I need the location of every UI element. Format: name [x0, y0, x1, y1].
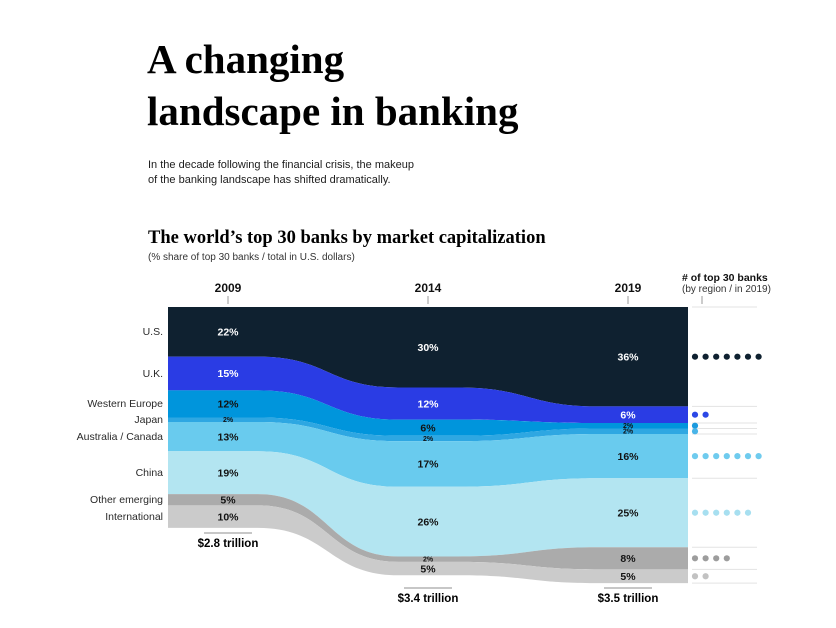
region-label-u-k: U.K. — [142, 367, 163, 380]
bank-count-dot-china — [744, 509, 752, 516]
main-title-line-2: landscape in banking — [147, 88, 519, 134]
percent-label-japan-2014: 2% — [423, 436, 434, 443]
bank-count-dot-china — [734, 509, 741, 516]
percent-label-international-2014: 5% — [420, 563, 436, 575]
bank-count-dot-u-s — [744, 353, 752, 360]
band-other-emerging — [168, 494, 688, 570]
total-label-2019: $3.5 trillion — [597, 593, 659, 605]
percent-label-u-k-2009: 15% — [217, 368, 239, 380]
percent-label-western-europe-2014: 6% — [420, 422, 436, 434]
total-overlines — [204, 532, 652, 589]
percent-labels: 22% 15% 12% 2% 13% 19% 5% 10% 30% 12% 6% 2% 17% 26% 2%… — [217, 326, 639, 582]
dot-matrix — [691, 353, 762, 580]
percent-label-international-2019: 5% — [620, 571, 636, 583]
region-label-international: International — [105, 510, 163, 523]
region-label-china: China — [135, 466, 163, 479]
bank-count-dot-other-emerging — [723, 555, 730, 562]
percent-label-japan-2009: 2% — [223, 417, 234, 424]
band-u-s — [168, 307, 688, 407]
percent-label-international-2009: 10% — [217, 511, 239, 523]
percent-label-japan-2019: 2% — [623, 429, 634, 436]
bank-count-dot-china — [691, 509, 699, 516]
bank-count-dot-china — [723, 509, 730, 516]
percent-label-other-emerging-2009: 5% — [220, 494, 236, 506]
main-title-line-1: A changing — [147, 36, 345, 82]
bank-count-dot-japan — [691, 428, 699, 435]
bank-count-dot-australia-canada — [713, 453, 720, 460]
region-label-western-europe: Western Europe — [87, 397, 163, 410]
percent-label-western-europe-2009: 12% — [217, 399, 239, 411]
total-label-2014: $3.4 trillion — [397, 593, 459, 605]
bank-count-dot-u-k — [702, 411, 709, 418]
percent-label-u-k-2014: 12% — [417, 398, 439, 410]
region-label-australia-canada: Australia / Canada — [76, 430, 163, 443]
band-u-k — [168, 356, 688, 423]
bank-count-dot-australia-canada — [755, 453, 762, 460]
row-separators — [692, 306, 757, 584]
band-japan — [168, 417, 688, 442]
region-label-japan: Japan — [134, 413, 163, 426]
bank-count-dot-u-s — [755, 353, 762, 360]
percent-label-china-2009: 19% — [217, 467, 239, 479]
bank-count-dot-china — [702, 509, 709, 516]
bank-count-dot-u-k — [691, 411, 699, 418]
chart-title: The world’s top 30 banks by market capit… — [148, 228, 546, 248]
stream-bands — [168, 307, 688, 584]
bank-count-dot-china — [713, 509, 720, 516]
right-panel-subtitle: (by region / in 2019) — [682, 284, 771, 295]
band-australia-canada — [168, 421, 688, 487]
year-label-2019: 2019 — [614, 281, 642, 295]
percent-label-u-k-2019: 6% — [620, 409, 636, 421]
percent-label-australia-canada-2009: 13% — [217, 431, 239, 443]
region-label-u-s: U.S. — [142, 325, 163, 338]
bank-count-dot-australia-canada — [723, 453, 730, 460]
bank-count-dot-western-europe — [691, 422, 699, 429]
bank-count-dot-u-s — [734, 353, 741, 360]
bank-count-dot-international — [702, 573, 709, 580]
intro-text: In the decade following the financial cr… — [148, 158, 414, 188]
year-label-2009: 2009 — [214, 281, 242, 295]
bank-count-dot-australia-canada — [702, 453, 709, 460]
bank-count-dot-other-emerging — [702, 555, 709, 562]
bank-count-dot-u-s — [702, 353, 709, 360]
column-ticks — [227, 296, 703, 304]
percent-label-australia-canada-2019: 16% — [617, 451, 639, 463]
percent-label-china-2019: 25% — [617, 507, 639, 519]
intro-line-2: of the banking landscape has shifted dra… — [148, 174, 391, 186]
region-label-other-emerging: Other emerging — [90, 493, 163, 506]
percent-label-u-s-2014: 30% — [417, 342, 439, 354]
percent-label-other-emerging-2019: 8% — [620, 553, 636, 565]
band-china — [168, 451, 688, 557]
main-title: A changing landscape in banking — [147, 33, 518, 137]
bank-count-dot-australia-canada — [734, 453, 741, 460]
band-western-europe — [168, 390, 688, 436]
percent-label-western-europe-2019: 2% — [623, 423, 634, 430]
bank-count-dot-other-emerging — [691, 555, 699, 562]
percent-label-u-s-2009: 22% — [217, 326, 239, 338]
bank-count-dot-australia-canada — [744, 453, 752, 460]
chart-subtitle: (% share of top 30 banks / total in U.S.… — [148, 252, 355, 263]
intro-line-1: In the decade following the financial cr… — [148, 159, 414, 171]
band-international — [168, 505, 688, 584]
total-label-2009: $2.8 trillion — [197, 538, 259, 550]
bank-count-dot-australia-canada — [691, 453, 699, 460]
bank-count-dot-other-emerging — [713, 555, 720, 562]
percent-label-china-2014: 26% — [417, 516, 439, 528]
percent-label-australia-canada-2014: 17% — [417, 459, 439, 471]
bank-count-dot-u-s — [691, 353, 699, 360]
bank-count-dot-international — [691, 573, 699, 580]
year-label-2014: 2014 — [414, 281, 442, 295]
right-panel-title: # of top 30 banks — [682, 272, 768, 284]
bank-count-dot-u-s — [723, 353, 730, 360]
bank-count-dot-u-s — [713, 353, 720, 360]
percent-label-u-s-2019: 36% — [617, 351, 639, 363]
percent-label-other-emerging-2014: 2% — [423, 557, 434, 564]
